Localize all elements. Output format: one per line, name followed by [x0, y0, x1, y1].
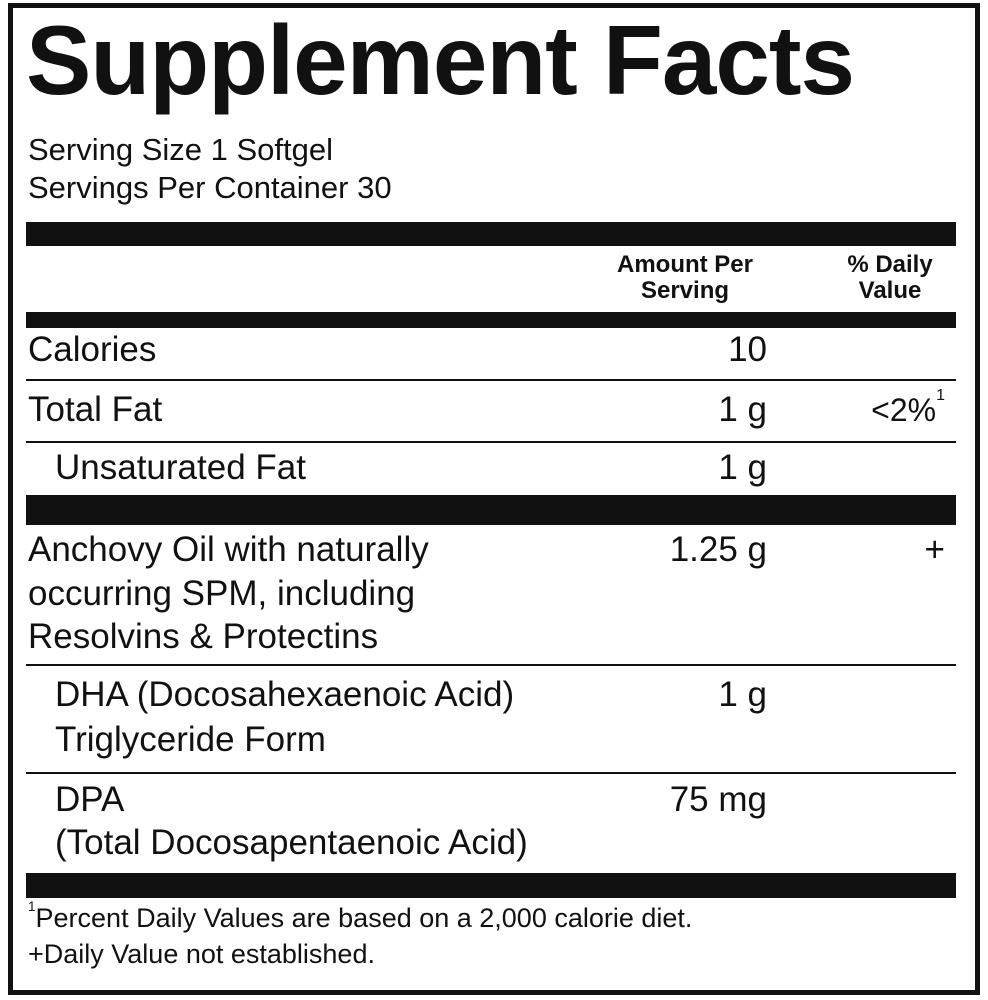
row-amount: 1 g [718, 675, 767, 714]
row-name: occurring SPM, including [28, 574, 416, 613]
header-line: Value [858, 277, 922, 304]
row-amount: 1.25 g [669, 530, 767, 569]
row-name: Resolvins & Protectins [28, 617, 379, 656]
daily-value-header: % Daily Value [820, 252, 960, 304]
thick-rule [26, 873, 956, 898]
serving-size: Serving Size 1 Softgel [28, 132, 334, 167]
label-border [8, 3, 980, 995]
rule [26, 664, 956, 666]
row-name: Total Fat [28, 390, 163, 429]
row-name: Calories [28, 330, 157, 369]
row-name: (Total Docosapentaenoic Acid) [55, 823, 528, 862]
row-amount: 10 [728, 330, 767, 369]
row-amount: 1 g [718, 448, 767, 487]
footnote-text: Percent Daily Values are based on a 2,00… [35, 903, 693, 933]
row-name: Triglyceride Form [55, 720, 326, 759]
row-name: Anchovy Oil with naturally [28, 530, 429, 569]
servings-per-container: Servings Per Container 30 [28, 170, 392, 205]
header-line: % Daily [847, 251, 933, 278]
rule [26, 772, 956, 774]
thick-rule [26, 312, 956, 328]
row-name: DPA [55, 780, 125, 819]
thick-rule [26, 222, 956, 246]
amount-header: Amount Per Serving [595, 252, 775, 304]
footnote-mark: 1 [936, 387, 945, 404]
daily-value: <2% [871, 392, 937, 428]
header-line: Serving [640, 277, 730, 304]
row-name: Unsaturated Fat [55, 448, 306, 487]
title: Supplement Facts [26, 5, 855, 115]
row-daily-value: + [924, 530, 945, 569]
header-line: Amount Per [616, 251, 753, 278]
row-name: DHA (Docosahexaenoic Acid) [55, 675, 515, 714]
footnote-mark: 1 [28, 899, 36, 914]
rule [26, 379, 956, 381]
footnote: +Daily Value not established. [28, 939, 375, 969]
row-amount: 1 g [718, 390, 767, 429]
rule [26, 441, 956, 443]
thick-rule [26, 495, 956, 525]
row-daily-value: <2%1 [871, 388, 945, 432]
footnote: 1Percent Daily Values are based on a 2,0… [28, 900, 692, 936]
row-amount: 75 mg [669, 780, 767, 819]
